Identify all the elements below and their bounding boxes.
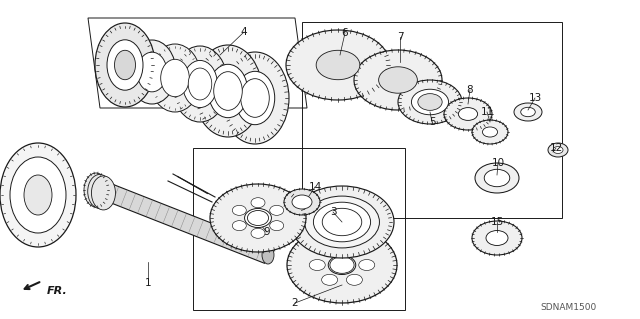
- Ellipse shape: [521, 107, 535, 117]
- Ellipse shape: [292, 195, 312, 209]
- Ellipse shape: [286, 30, 390, 100]
- Ellipse shape: [328, 256, 356, 275]
- Ellipse shape: [241, 79, 269, 117]
- Ellipse shape: [232, 221, 246, 231]
- Text: SDNAM1500: SDNAM1500: [540, 302, 596, 311]
- Text: 14: 14: [308, 182, 322, 192]
- Ellipse shape: [248, 211, 269, 226]
- Ellipse shape: [95, 23, 155, 107]
- Ellipse shape: [346, 245, 362, 256]
- Text: 11: 11: [481, 107, 493, 117]
- Ellipse shape: [137, 52, 167, 92]
- Text: 2: 2: [292, 298, 298, 308]
- Ellipse shape: [88, 174, 112, 208]
- Ellipse shape: [251, 198, 265, 208]
- Ellipse shape: [486, 231, 508, 246]
- Ellipse shape: [172, 46, 228, 122]
- Ellipse shape: [418, 94, 442, 110]
- Ellipse shape: [323, 55, 353, 75]
- Ellipse shape: [484, 169, 509, 187]
- Ellipse shape: [322, 245, 338, 256]
- Ellipse shape: [483, 127, 497, 137]
- Ellipse shape: [553, 146, 563, 153]
- Ellipse shape: [359, 259, 375, 271]
- Ellipse shape: [115, 50, 136, 80]
- Text: 15: 15: [490, 217, 504, 227]
- Ellipse shape: [475, 163, 519, 193]
- Ellipse shape: [346, 274, 362, 285]
- Ellipse shape: [214, 72, 243, 110]
- Ellipse shape: [232, 205, 246, 215]
- Ellipse shape: [305, 196, 380, 248]
- Ellipse shape: [398, 80, 462, 124]
- Ellipse shape: [514, 103, 542, 121]
- Text: 6: 6: [342, 28, 348, 38]
- Ellipse shape: [269, 221, 284, 231]
- Text: FR.: FR.: [47, 286, 68, 296]
- Ellipse shape: [316, 50, 360, 80]
- Ellipse shape: [236, 71, 275, 125]
- Ellipse shape: [84, 173, 108, 207]
- Ellipse shape: [314, 202, 371, 242]
- Ellipse shape: [149, 44, 201, 112]
- Text: 12: 12: [549, 143, 563, 153]
- Text: 10: 10: [492, 158, 504, 168]
- Ellipse shape: [244, 209, 271, 227]
- Ellipse shape: [107, 40, 143, 90]
- Ellipse shape: [444, 98, 492, 130]
- Ellipse shape: [210, 184, 306, 252]
- Text: 8: 8: [467, 85, 474, 95]
- Ellipse shape: [284, 189, 320, 215]
- Ellipse shape: [322, 274, 338, 285]
- Ellipse shape: [412, 89, 449, 115]
- Ellipse shape: [269, 205, 284, 215]
- Text: 13: 13: [529, 93, 541, 103]
- Ellipse shape: [208, 64, 248, 118]
- Ellipse shape: [24, 175, 52, 215]
- Ellipse shape: [472, 221, 522, 255]
- Ellipse shape: [188, 68, 212, 100]
- Ellipse shape: [472, 120, 508, 144]
- Ellipse shape: [10, 157, 66, 233]
- Ellipse shape: [309, 259, 325, 271]
- Ellipse shape: [221, 52, 289, 144]
- Ellipse shape: [0, 143, 76, 247]
- Ellipse shape: [287, 227, 397, 303]
- Ellipse shape: [161, 59, 189, 97]
- Text: 7: 7: [397, 32, 403, 42]
- Polygon shape: [86, 177, 271, 263]
- Ellipse shape: [379, 67, 417, 93]
- Text: 5: 5: [429, 117, 435, 127]
- Ellipse shape: [323, 208, 362, 236]
- Ellipse shape: [548, 143, 568, 157]
- Ellipse shape: [330, 257, 354, 273]
- Ellipse shape: [92, 176, 115, 210]
- Ellipse shape: [182, 60, 218, 108]
- Ellipse shape: [194, 45, 262, 137]
- Ellipse shape: [385, 71, 412, 89]
- Ellipse shape: [262, 246, 274, 264]
- Text: 9: 9: [264, 227, 270, 237]
- Ellipse shape: [251, 228, 265, 238]
- Text: 1: 1: [145, 278, 151, 288]
- Ellipse shape: [354, 50, 442, 110]
- Ellipse shape: [128, 40, 176, 104]
- Ellipse shape: [290, 186, 394, 258]
- Text: 3: 3: [330, 207, 336, 217]
- Ellipse shape: [458, 108, 477, 120]
- Text: 4: 4: [241, 27, 247, 37]
